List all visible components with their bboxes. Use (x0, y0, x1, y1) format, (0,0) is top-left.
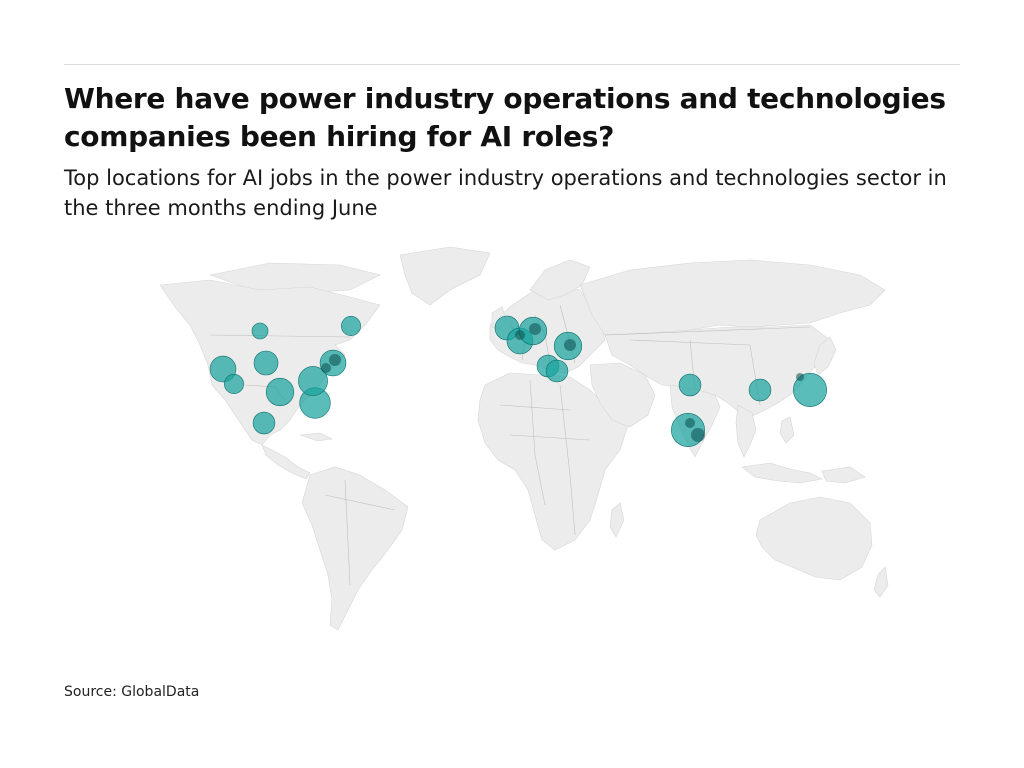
land-australia (755, 496, 873, 581)
location-bubble-canada-east (341, 316, 361, 336)
chart-title: Where have power industry operations and… (64, 82, 946, 153)
location-bubble-india-north (678, 373, 702, 397)
bubble-layer (209, 315, 827, 447)
border-africa-3 (529, 379, 546, 506)
location-bubble-us-southwest (224, 374, 244, 394)
land-middle-east (589, 362, 656, 428)
land-indonesia (741, 462, 823, 484)
land-layer (159, 246, 889, 631)
location-bubble-canada-prairies (251, 322, 269, 340)
border-sa-2 (344, 479, 351, 586)
location-bubble-southeast-asia (748, 378, 772, 402)
cluster-overlap-2 (529, 323, 541, 335)
land-se-asia (735, 404, 757, 458)
border-us-canada (209, 334, 351, 338)
border-africa-2 (509, 434, 591, 441)
cluster-overlap-4 (564, 339, 576, 351)
source-note: Source: GlobalData (64, 684, 200, 700)
land-new-zealand (873, 566, 889, 598)
land-philippines (779, 416, 795, 444)
land-scandinavia (529, 259, 591, 301)
land-africa (477, 372, 629, 551)
cluster-overlap-3 (515, 330, 525, 340)
cluster-overlap-1 (321, 363, 331, 373)
border-africa-1 (499, 404, 571, 411)
border-russia (604, 326, 811, 336)
land-asia (604, 324, 831, 418)
location-bubble-us-texas (265, 377, 295, 407)
top-rule (64, 64, 960, 65)
land-new-guinea (821, 466, 866, 484)
land-caribbean (299, 432, 333, 442)
land-russia (579, 259, 886, 336)
land-madagascar (609, 502, 625, 538)
border-africa-4 (559, 384, 576, 536)
cluster-overlap-7 (796, 373, 804, 381)
world-map (150, 245, 890, 645)
chart-subtitle: Top locations for AI jobs in the power i… (64, 166, 947, 220)
cluster-overlap-0 (329, 354, 341, 366)
location-bubble-mexico (252, 411, 276, 435)
cluster-overlap-5 (691, 428, 705, 442)
land-japan (813, 336, 837, 376)
cluster-overlap-6 (685, 418, 695, 428)
location-bubble-greece (545, 359, 569, 383)
land-south-america (301, 466, 409, 631)
land-greenland (399, 246, 491, 306)
location-bubble-china-east (793, 373, 827, 407)
border-sa-1 (324, 494, 396, 511)
location-bubble-us-mountain (253, 350, 279, 376)
world-map-svg (159, 246, 889, 631)
location-bubble-us-midwest (298, 366, 328, 396)
land-central-america (261, 444, 311, 480)
